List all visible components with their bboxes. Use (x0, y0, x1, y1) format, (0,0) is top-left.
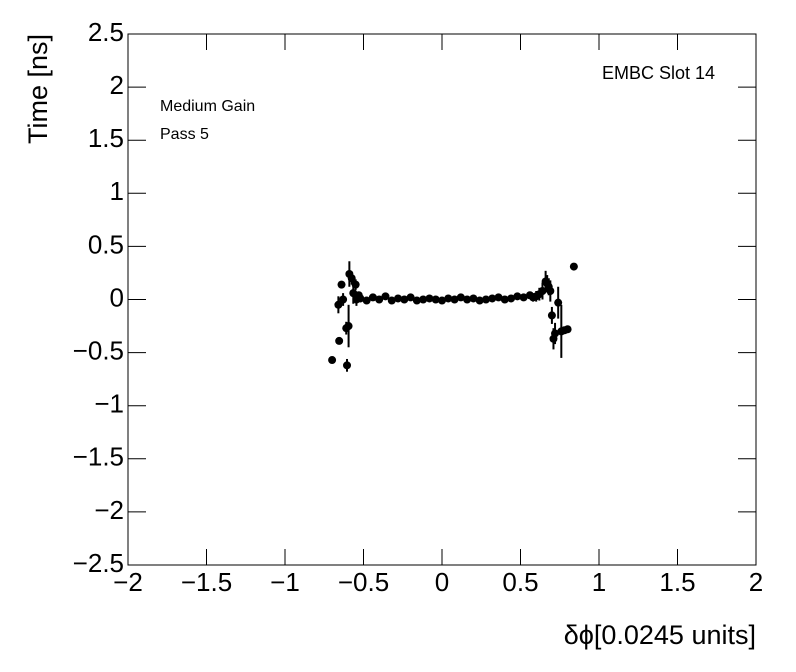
y-tick-label: 0 (110, 282, 124, 312)
data-point (456, 293, 465, 302)
y-tick-label: 2 (110, 70, 124, 100)
data-point (335, 336, 344, 345)
data-point (507, 294, 516, 303)
data-point (351, 280, 360, 289)
data-point (519, 293, 528, 302)
data-point (444, 294, 453, 303)
data-point (412, 296, 421, 305)
data-point (500, 295, 509, 304)
data-point (463, 295, 472, 304)
annotation: Pass 5 (160, 126, 209, 143)
y-tick-label: 1 (110, 176, 124, 206)
data-point (494, 293, 503, 302)
data-point (481, 295, 490, 304)
data-point (438, 296, 446, 305)
data-point (419, 295, 428, 304)
data-point (425, 294, 434, 303)
x-tick-label: 0.5 (502, 567, 538, 597)
y-tick-label: −1 (94, 389, 124, 419)
x-axis-label: δϕ[0.0245 units] (564, 620, 756, 650)
y-tick-label: −1.5 (73, 442, 124, 472)
data-point (538, 287, 547, 296)
x-tick-label: −1.5 (181, 567, 232, 597)
y-tick-label: −0.5 (73, 335, 124, 365)
y-tick-label: −2.5 (73, 548, 124, 578)
data-point (563, 325, 572, 334)
data-point (551, 329, 560, 338)
data-point (513, 292, 522, 301)
y-tick-label: 2.5 (88, 17, 124, 47)
data-point (475, 296, 484, 305)
x-tick-label: −2 (113, 567, 143, 597)
data-point (406, 293, 415, 302)
data-point (387, 296, 396, 305)
data-point (356, 294, 365, 303)
data-point (554, 298, 563, 307)
x-tick-label: 1.5 (659, 567, 695, 597)
data-point (450, 295, 459, 304)
x-tick-label: 0 (435, 567, 449, 597)
data-point (337, 280, 346, 289)
data-point (547, 311, 556, 320)
data-point (343, 361, 352, 370)
data-point (381, 292, 390, 301)
data-point (344, 322, 353, 331)
data-point (546, 287, 555, 296)
data-point (469, 294, 478, 303)
y-tick-label: 1.5 (88, 123, 124, 153)
data-point (347, 274, 356, 283)
x-tick-label: 2 (749, 567, 763, 597)
x-tick-label: −0.5 (338, 567, 389, 597)
annotation: Medium Gain (160, 98, 255, 115)
data-point (394, 294, 403, 303)
data-point (362, 296, 371, 305)
data-point (334, 300, 343, 309)
y-tick-label: −2 (94, 495, 124, 525)
y-axis-label: Time [ns] (23, 34, 53, 144)
data-point (488, 294, 497, 303)
data-point (339, 295, 348, 304)
annotation: EMBC Slot 14 (602, 63, 715, 83)
y-tick-label: 0.5 (88, 229, 124, 259)
data-point (328, 356, 337, 365)
x-tick-label: −1 (270, 567, 300, 597)
data-point (375, 295, 384, 304)
data-point (431, 295, 440, 304)
x-tick-label: 1 (592, 567, 606, 597)
data-point (400, 295, 409, 304)
data-point (368, 293, 377, 302)
data-point (569, 262, 578, 271)
